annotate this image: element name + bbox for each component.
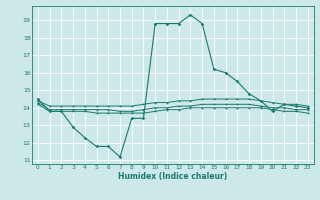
X-axis label: Humidex (Indice chaleur): Humidex (Indice chaleur) (118, 172, 228, 181)
